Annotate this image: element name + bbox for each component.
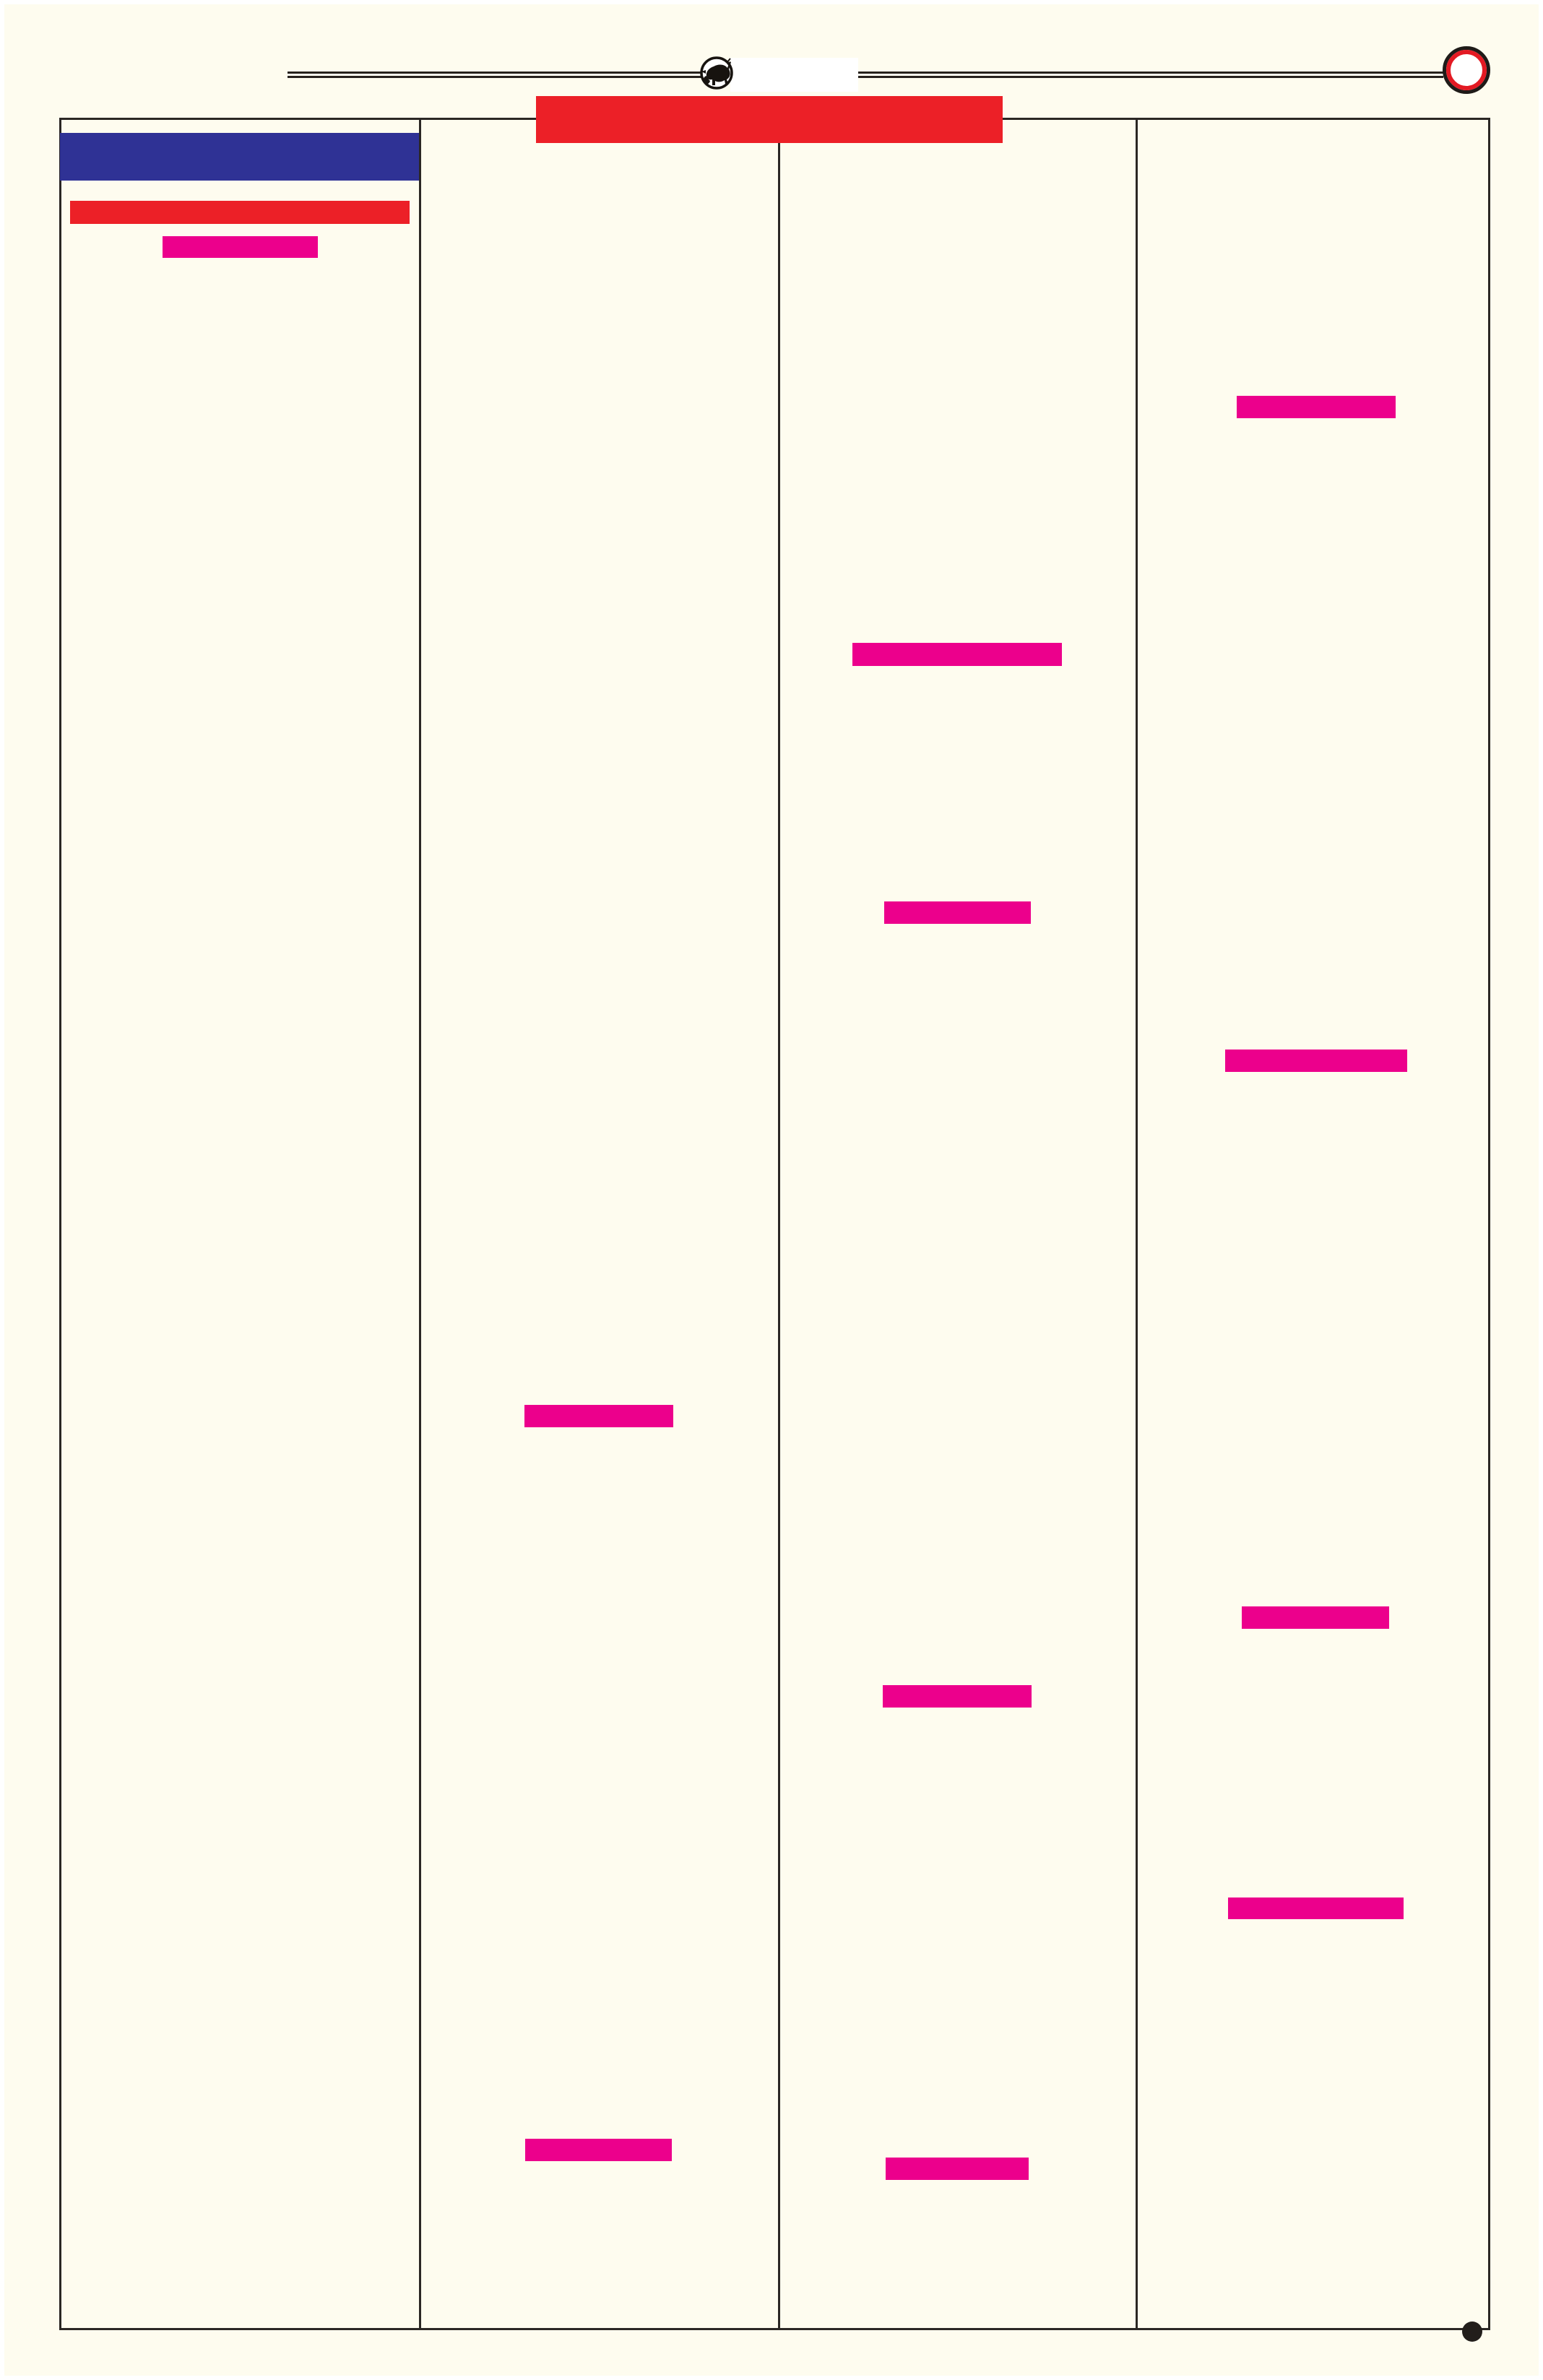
col1-magenta-bar [163,236,318,258]
masthead-double-rule [288,72,1443,78]
ring-icon [1443,46,1490,94]
entry-bar-col4-1 [1237,396,1396,418]
entry-bar-col3-10 [886,2158,1029,2180]
banner-red-block [536,96,1003,143]
entry-bar-col4-6 [1242,1606,1389,1629]
entry-bar-col2-5 [524,1405,673,1427]
ring-icon-inner [1446,50,1487,90]
col1-red-bar [70,201,410,224]
column-divider-3 [1136,120,1138,2328]
footer-dot-icon [1462,2321,1482,2342]
entry-bar-col2-9 [525,2139,672,2161]
entry-bar-col3-2 [852,643,1062,666]
entry-bar-col4-4 [1225,1050,1407,1072]
column-divider-1 [419,120,421,2328]
poster-sheet [4,4,1539,2376]
entry-bar-col3-3 [884,901,1031,924]
column-divider-2 [778,120,780,2328]
bull-icon [698,54,735,95]
col1-blue-block [60,133,419,181]
entry-bar-col4-8 [1228,1897,1404,1919]
masthead-white-patch [730,58,858,92]
entry-bar-col3-7 [883,1685,1032,1708]
schedule-grid [59,118,1490,2330]
